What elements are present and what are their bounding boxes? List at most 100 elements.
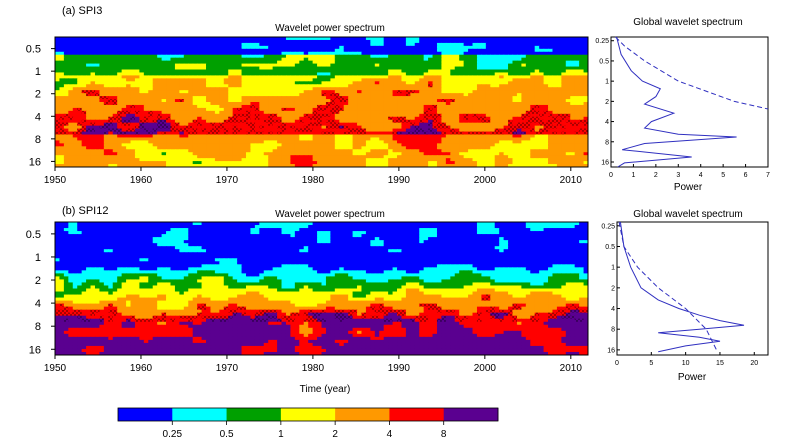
heat-cell [161, 66, 167, 71]
heat-cell [574, 66, 580, 71]
heat-cell [530, 99, 536, 103]
heat-cell [134, 84, 140, 88]
heat-cell [81, 60, 87, 65]
heat-cell [476, 81, 482, 85]
heat-cell [454, 72, 460, 76]
heat-cell [374, 81, 380, 85]
heat-cell [521, 57, 527, 62]
heat-cell [214, 87, 220, 91]
significance-hatch [330, 110, 336, 115]
heat-cell [512, 78, 518, 82]
heat-cell [59, 93, 65, 97]
heat-cell [392, 78, 398, 82]
heat-cell [272, 125, 278, 130]
heat-cell [99, 119, 105, 124]
heat-cell [152, 137, 158, 141]
heat-cell [148, 39, 154, 44]
significance-hatch [388, 116, 394, 121]
heat-cell [388, 90, 394, 94]
heat-cell [294, 134, 300, 139]
heat-cell [81, 63, 87, 68]
heat-cell [250, 45, 256, 50]
heat-cell [210, 90, 216, 94]
heat-cell [339, 119, 345, 124]
heat-cell [583, 69, 588, 74]
heat-cell [223, 116, 229, 121]
heat-cell [321, 63, 327, 68]
heat-cell [223, 78, 229, 82]
heat-cell [370, 93, 376, 97]
heat-cell [339, 81, 345, 85]
significance-hatch [330, 131, 336, 136]
heat-cell [357, 116, 363, 121]
heat-cell [565, 140, 571, 144]
heat-cell [494, 137, 500, 141]
heat-cell [223, 45, 229, 50]
heat-cell [521, 78, 527, 82]
heat-cell [134, 113, 140, 118]
heat-cell [397, 81, 403, 85]
heat-cell [583, 113, 588, 118]
heat-cell [570, 146, 576, 150]
heat-cell [126, 90, 132, 94]
heat-cell [530, 104, 536, 109]
heat-cell [512, 37, 518, 41]
heat-cell [259, 39, 265, 44]
heat-cell [281, 69, 287, 74]
heat-cell [490, 110, 496, 115]
heat-cell [188, 42, 194, 47]
heat-cell [179, 60, 185, 65]
heat-cell [81, 66, 87, 71]
heat-cell [534, 39, 540, 44]
heat-cell [94, 42, 101, 47]
heat-cell [334, 113, 340, 118]
heat-cell [348, 48, 354, 53]
heat-cell [539, 78, 545, 82]
heat-cell [245, 84, 252, 88]
heat-cell [152, 110, 158, 115]
heat-cell [126, 116, 132, 121]
heat-cell [143, 143, 149, 147]
heat-cell [170, 37, 176, 41]
heat-cell [583, 66, 588, 71]
heat-cell [219, 87, 225, 91]
heat-cell [539, 81, 545, 85]
heat-cell [436, 66, 443, 71]
heat-cell [99, 143, 105, 147]
significance-hatch [583, 131, 588, 136]
heat-cell [210, 37, 216, 41]
heat-cell [468, 102, 474, 106]
significance-hatch [161, 131, 167, 136]
heat-cell [419, 48, 425, 53]
heat-cell [139, 93, 145, 97]
heat-cell [392, 39, 398, 44]
significance-hatch [152, 128, 158, 133]
heat-cell [148, 140, 154, 144]
heat-cell [241, 84, 247, 88]
heat-cell [277, 140, 283, 144]
heat-cell [210, 119, 216, 124]
heat-cell [410, 128, 416, 133]
significance-hatch [143, 128, 149, 133]
heat-cell [357, 143, 363, 147]
heat-cell [232, 51, 238, 56]
heat-cell [183, 69, 189, 74]
heat-cell [365, 104, 371, 109]
significance-hatch [192, 119, 198, 124]
heat-cell [188, 45, 194, 50]
heat-cell [499, 78, 505, 82]
heat-cell [317, 75, 323, 79]
heat-cell [388, 37, 394, 41]
heat-cell [206, 72, 212, 76]
heat-cell [68, 119, 74, 124]
heat-cell [521, 90, 527, 94]
heat-cell [481, 140, 487, 144]
heat-cell [463, 137, 469, 141]
heat-cell [436, 54, 443, 59]
heat-cell [108, 137, 114, 141]
heat-cell [55, 107, 61, 112]
heat-cell [423, 128, 429, 133]
heat-cell [157, 140, 163, 144]
heat-cell [272, 110, 278, 115]
heat-cell [55, 93, 61, 97]
